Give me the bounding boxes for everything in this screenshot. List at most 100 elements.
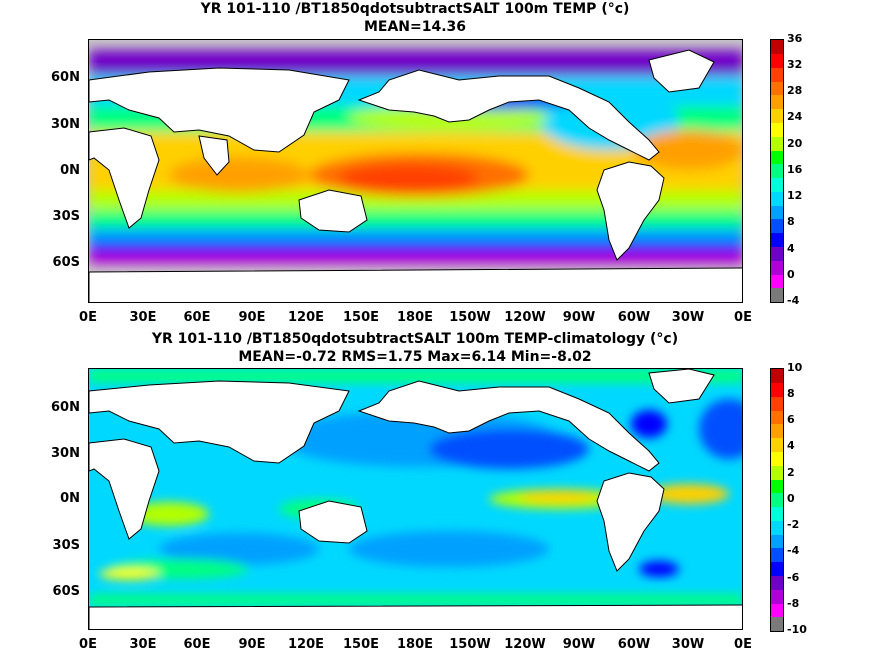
panel2-lon-label: 90W xyxy=(562,637,596,652)
panel2-lon-label: 30E xyxy=(129,637,157,652)
panel2-lon-label: 60E xyxy=(183,637,211,652)
panel2-lon-label: 150E xyxy=(342,637,380,652)
panel1-colorbar-segment xyxy=(771,67,783,82)
panel1-title: YR 101-110 /BT1850qdotsubtractSALT 100m … xyxy=(200,1,630,17)
panel2-colorbar-segment xyxy=(771,589,783,604)
panel2-title: YR 101-110 /BT1850qdotsubtractSALT 100m … xyxy=(151,331,679,347)
panel1-colorbar-label: 20 xyxy=(787,137,803,150)
panel2-colorbar-segment xyxy=(771,548,783,563)
panel1-subtitle: MEAN=14.36 xyxy=(363,19,467,35)
panel1-colorbar-segment xyxy=(771,233,783,248)
panel1-map xyxy=(88,39,743,303)
panel2-colorbar-segment xyxy=(771,424,783,439)
panel1-lon-label: 0E xyxy=(734,310,752,325)
panel1-lon-label: 60E xyxy=(183,310,211,325)
panel1-colorbar-label: 16 xyxy=(787,163,803,176)
panel2-colorbar-segment xyxy=(771,617,783,632)
panel1-colorbar-segment xyxy=(771,219,783,234)
panel1-colorbar-segment xyxy=(771,164,783,179)
panel2-lat-label: 30N xyxy=(51,446,80,461)
panel1-colorbar-segment xyxy=(771,288,783,303)
panel2-colorbar-label: 4 xyxy=(787,439,795,452)
panel2-colorbar-segment xyxy=(771,493,783,508)
panel2-colorbar xyxy=(770,368,784,632)
panel2-lat-label: 60N xyxy=(51,400,80,415)
panel2-colorbar-segment xyxy=(771,451,783,466)
panel2-colorbar-segment xyxy=(771,479,783,494)
panel1-lat-label: 0N xyxy=(60,163,80,178)
panel2-lon-label: 90E xyxy=(238,637,266,652)
panel2-colorbar-segment xyxy=(771,534,783,549)
panel1-colorbar-segment xyxy=(771,274,783,289)
panel2-colorbar-segment xyxy=(771,437,783,452)
panel2-lat-label: 60S xyxy=(52,584,80,599)
panel1-lon-label: 0E xyxy=(79,310,97,325)
panel2-colorbar-segment xyxy=(771,410,783,425)
panel2-lon-label: 180E xyxy=(396,637,434,652)
panel2-colorbar-label: 6 xyxy=(787,413,795,426)
panel1-colorbar-segment xyxy=(771,177,783,192)
panel1-colorbar-segment xyxy=(771,81,783,96)
panel2-lat-label: 0N xyxy=(60,491,80,506)
panel1-colorbar-segment xyxy=(771,191,783,206)
panel1-lon-label: 120E xyxy=(287,310,325,325)
panel1-colorbar-segment xyxy=(771,150,783,165)
panel1-colorbar-segment xyxy=(771,95,783,110)
panel2-colorbar-segment xyxy=(771,382,783,397)
panel1-colorbar-segment xyxy=(771,260,783,275)
panel1-lat-label: 30S xyxy=(52,209,80,224)
panel2-colorbar-label: 8 xyxy=(787,387,795,400)
panel2-colorbar-label: 10 xyxy=(787,361,803,374)
panel2-map xyxy=(88,368,743,630)
panel2-lon-label: 120W xyxy=(504,637,546,652)
panel1-field xyxy=(89,40,742,302)
panel1-lat-label: 30N xyxy=(51,117,80,132)
panel1-colorbar-label: 8 xyxy=(787,215,795,228)
panel1-colorbar-segment xyxy=(771,246,783,261)
panel1-lon-label: 30E xyxy=(129,310,157,325)
panel2-colorbar-segment xyxy=(771,520,783,535)
panel2-colorbar-label: 2 xyxy=(787,466,795,479)
panel1-lon-label: 150E xyxy=(342,310,380,325)
panel1-colorbar-segment xyxy=(771,122,783,137)
panel1-lon-label: 180E xyxy=(396,310,434,325)
panel1-lon-label: 30W xyxy=(671,310,705,325)
panel1-colorbar-segment xyxy=(771,108,783,123)
panel2-lat-label: 30S xyxy=(52,538,80,553)
panel2-colorbar-label: -2 xyxy=(787,518,800,531)
panel2-lon-label: 0E xyxy=(79,637,97,652)
panel2-colorbar-segment xyxy=(771,603,783,618)
panel2-colorbar-segment xyxy=(771,396,783,411)
panel2-lon-label: 150W xyxy=(449,637,491,652)
panel1-colorbar-segment xyxy=(771,40,783,54)
panel1-colorbar-segment xyxy=(771,53,783,68)
panel2-colorbar-label: -6 xyxy=(787,571,800,584)
panel1-lon-label: 60W xyxy=(617,310,651,325)
panel1-colorbar-label: 28 xyxy=(787,84,803,97)
panel2-subtitle: MEAN=-0.72 RMS=1.75 Max=6.14 Min=-8.02 xyxy=(238,349,592,365)
panel1-colorbar-segment xyxy=(771,136,783,151)
panel1-lon-label: 120W xyxy=(504,310,546,325)
panel1-colorbar-label: 12 xyxy=(787,189,803,202)
panel2-field xyxy=(89,369,742,629)
panel1-lat-label: 60S xyxy=(52,255,80,270)
panel2-colorbar-segment xyxy=(771,465,783,480)
panel2-colorbar-label: -4 xyxy=(787,544,800,557)
panel2-colorbar-segment xyxy=(771,575,783,590)
panel1-colorbar-label: 4 xyxy=(787,242,795,255)
panel1-lon-label: 90E xyxy=(238,310,266,325)
panel1-colorbar-label: -4 xyxy=(787,294,800,307)
panel2-colorbar-label: -8 xyxy=(787,597,800,610)
panel1-colorbar-label: 36 xyxy=(787,32,803,45)
panel1-colorbar xyxy=(770,39,784,303)
panel1-lon-label: 90W xyxy=(562,310,596,325)
panel2-lon-label: 30W xyxy=(671,637,705,652)
panel1-colorbar-label: 0 xyxy=(787,268,795,281)
panel2-lon-label: 120E xyxy=(287,637,325,652)
panel1-lat-label: 60N xyxy=(51,70,80,85)
panel1-colorbar-label: 32 xyxy=(787,58,803,71)
panel1-colorbar-label: 24 xyxy=(787,110,803,123)
panel2-colorbar-segment xyxy=(771,506,783,521)
panel2-colorbar-label: -10 xyxy=(787,623,807,636)
panel2-colorbar-segment xyxy=(771,562,783,577)
